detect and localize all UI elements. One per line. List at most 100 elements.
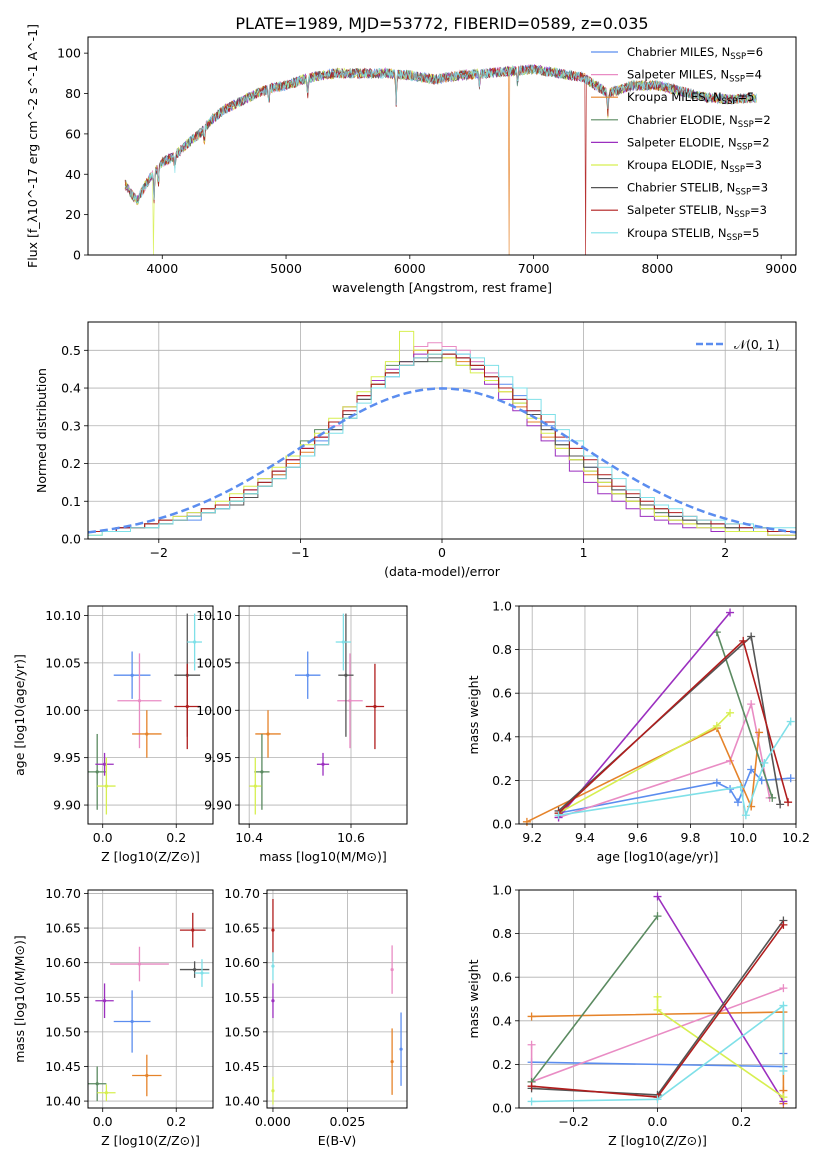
y-axis-label: mass [log10(M/M⊙)] — [12, 935, 27, 1063]
weight-marker — [653, 1005, 662, 1014]
axes-frame — [87, 889, 214, 1109]
x-tick-label: 9.2 — [522, 830, 542, 845]
legend-entry-count: =6 — [746, 45, 763, 59]
axes-frame — [87, 321, 797, 540]
panel-mass_vs_z: 0.0 0.2 10.40 10.45 10.50 10.55 10.60 10.65 10.7… — [12, 886, 214, 1148]
y-tick-label: 10.65 — [224, 921, 260, 936]
y-tick-label: 80 — [65, 86, 81, 101]
data-point — [130, 1019, 134, 1024]
data-point — [200, 971, 204, 975]
x-tick-label: 10.4 — [235, 830, 263, 845]
x-tick-label: 0.2 — [166, 1114, 186, 1129]
data-point — [185, 704, 189, 709]
data-point — [390, 967, 394, 972]
plot-area — [522, 608, 795, 826]
weight-marker — [527, 1097, 536, 1106]
y-tick-label: 10.45 — [224, 1059, 260, 1074]
data-point — [266, 732, 270, 736]
plot-area — [527, 892, 788, 1108]
legend-entry-name: Kroupa MILES, N — [627, 90, 722, 104]
y-tick-label: 20 — [65, 207, 81, 222]
weight-marker — [786, 774, 795, 783]
plot-area — [88, 330, 796, 536]
plot-area — [88, 613, 202, 815]
weight-marker — [733, 798, 742, 807]
y-tick-label: 100 — [57, 46, 81, 61]
y-axis-label: mass weight — [466, 959, 481, 1038]
plot-area — [271, 898, 403, 1105]
spectrum-line — [124, 65, 757, 255]
weight-marker — [653, 1095, 662, 1104]
data-point — [102, 762, 107, 766]
x-axis-label: Z [log10(Z/Z⊙)] — [101, 849, 200, 864]
axes-frame — [87, 36, 797, 256]
x-axis-label: E(B-V) — [318, 1133, 357, 1148]
data-point — [145, 732, 149, 736]
y-tick-label: 10.65 — [45, 921, 81, 936]
weight-line — [526, 727, 760, 823]
y-axis-label: Normed distribution — [34, 368, 49, 493]
y-tick-label: 9.95 — [204, 750, 232, 765]
weight-marker — [760, 758, 769, 767]
data-point — [271, 928, 275, 932]
weight-marker — [755, 728, 764, 737]
y-tick-label: 0 — [73, 248, 81, 263]
y-tick-label: 0.4 — [492, 729, 512, 744]
x-tick-label: 9.4 — [575, 830, 595, 845]
y-tick-label: 0.6 — [492, 970, 512, 985]
x-tick-label: 2 — [721, 545, 729, 560]
x-axis-label: age [log10(age/yr)] — [597, 849, 719, 864]
data-point — [95, 770, 99, 774]
y-tick-label: 10.50 — [224, 1024, 260, 1039]
y-tick-label: 0.2 — [492, 773, 512, 788]
weight-marker — [779, 1001, 788, 1010]
histogram-step — [88, 349, 796, 536]
legend-entry-name: Salpeter MILES, N — [627, 68, 729, 82]
y-tick-label: 0.2 — [61, 456, 81, 471]
weight-marker — [653, 912, 662, 921]
data-point — [102, 999, 107, 1003]
y-tick-label: 10.40 — [45, 1094, 81, 1109]
y-tick-label: 0.0 — [492, 817, 512, 832]
legend-entry-sub: SSP — [735, 188, 751, 198]
y-tick-label: 9.90 — [204, 798, 232, 813]
x-tick-label: 10.2 — [782, 830, 810, 845]
weight-marker — [736, 782, 745, 791]
legend-entry-sub: SSP — [727, 233, 743, 243]
legend-entry: 𝒩(0, 1) — [734, 337, 780, 352]
weight-marker — [726, 708, 735, 717]
legend-entry-sub: SSP — [729, 165, 745, 175]
y-tick-label: 0.1 — [61, 494, 81, 509]
x-tick-label: 0.2 — [166, 830, 186, 845]
data-point — [191, 928, 195, 932]
x-tick-label: −1 — [291, 545, 309, 560]
legend-entry: Kroupa MILES, NSSP=5 — [627, 90, 754, 107]
data-point — [260, 770, 264, 774]
legend-entry-count: =5 — [737, 90, 754, 104]
x-axis-label: Z [log10(Z/Z⊙)] — [608, 1133, 707, 1148]
x-tick-label: −0.2 — [558, 1114, 588, 1129]
x-tick-label: 0.0 — [648, 1114, 668, 1129]
weight-marker — [747, 632, 756, 641]
y-tick-label: 10.60 — [224, 955, 260, 970]
weight-marker — [726, 608, 735, 617]
legend-entry-count: =3 — [751, 181, 768, 195]
y-tick-label: 10.40 — [224, 1094, 260, 1109]
y-tick-label: 10.05 — [196, 655, 232, 670]
y-tick-label: 9.90 — [53, 798, 81, 813]
x-tick-label: 6000 — [394, 261, 426, 276]
x-axis-label: Z [log10(Z/Z⊙)] — [101, 1133, 200, 1148]
data-point — [344, 673, 348, 677]
panel-residuals: −2 −1 0 1 2 0.0 0.1 0.2 0.3 0.4 0.5 (data-model)/er… — [34, 321, 797, 579]
data-point — [271, 964, 275, 968]
weight-marker — [747, 765, 756, 774]
legend-entry-sub: SSP — [722, 97, 738, 107]
legend-entry-count: =3 — [745, 158, 762, 172]
x-axis-label: (data-model)/error — [384, 564, 501, 579]
weight-line — [531, 1003, 785, 1103]
weight-marker — [779, 1093, 788, 1102]
legend-entry-count: =2 — [753, 135, 770, 149]
y-tick-label: 10.00 — [45, 703, 81, 718]
y-tick-label: 10.10 — [196, 608, 232, 623]
weight-marker — [776, 800, 785, 809]
